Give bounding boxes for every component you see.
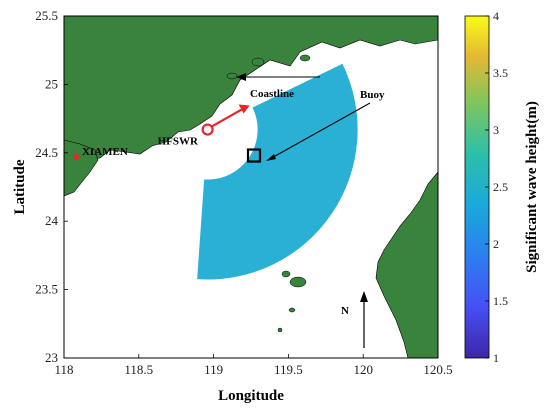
island (251, 57, 265, 67)
x-tick-label: 120 (353, 362, 373, 377)
colorbar-tick-label: 1.5 (493, 294, 508, 308)
colorbar-tick-label: 3.5 (493, 66, 508, 80)
wave-field-sector (197, 63, 358, 280)
hfswr-label: HFSWR (158, 136, 199, 148)
coastline-pointer-head (236, 73, 246, 81)
x-tick-label: 118.5 (124, 362, 153, 377)
colorbar-tick-label: 4 (493, 9, 499, 23)
colorbar-tick-label: 2 (493, 237, 499, 251)
y-tick-label: 25.5 (35, 8, 58, 23)
y-tick-label: 23 (45, 350, 58, 365)
buoy-pointer-head (266, 154, 276, 161)
y-tick-label: 24.5 (35, 145, 58, 160)
x-tick-label: 119 (204, 362, 223, 377)
hfswr-arrowhead (238, 104, 250, 114)
hfswr-marker (201, 123, 214, 136)
buoy-pointer-line (267, 102, 371, 161)
y-axis-ticks: 23 23.5 24 24.5 25 25.5 (35, 8, 68, 365)
island (299, 54, 311, 62)
mainland-land (64, 16, 438, 179)
x-tick-label: 120.5 (423, 362, 452, 377)
y-tick-label: 23.5 (35, 282, 58, 297)
y-axis-title: Latitude (12, 159, 28, 214)
x-tick-label: 119.5 (274, 362, 303, 377)
island (277, 327, 283, 333)
x-axis-ticks: 118 118.5 119 119.5 120 120.5 (54, 354, 453, 377)
y-tick-label: 25 (45, 76, 58, 91)
island (288, 307, 296, 313)
taiwan-land (375, 171, 438, 358)
north-arrow-head (360, 291, 368, 302)
island (226, 72, 238, 80)
y-tick-label: 24 (45, 213, 59, 228)
buoy-label: Buoy (360, 89, 385, 101)
x-axis-title: Longitude (218, 388, 284, 404)
x-tick-label: 118 (54, 362, 73, 377)
island (281, 270, 291, 278)
annotations: XIAMEN HFSWR Buoy Coastline N (72, 73, 385, 348)
colorbar-tick-label: 1 (493, 351, 499, 365)
xiamen-land (64, 139, 99, 197)
buoy-marker (246, 148, 262, 163)
colorbar-tick-label: 2.5 (493, 180, 508, 194)
xiamen-marker (72, 153, 79, 160)
xiamen-label: XIAMEN (82, 146, 128, 158)
colorbar-title: Significant wave height(m) (524, 101, 540, 273)
north-label: N (341, 305, 349, 317)
colorbar-tick-label: 3 (493, 123, 499, 137)
plot-frame (63, 15, 439, 359)
colorbar-ticks: 1 1.5 2 2.5 3 3.5 4 (485, 9, 508, 365)
hfswr-direction-arrow (211, 108, 243, 128)
coastline-label: Coastline (250, 88, 294, 100)
island (289, 276, 307, 288)
